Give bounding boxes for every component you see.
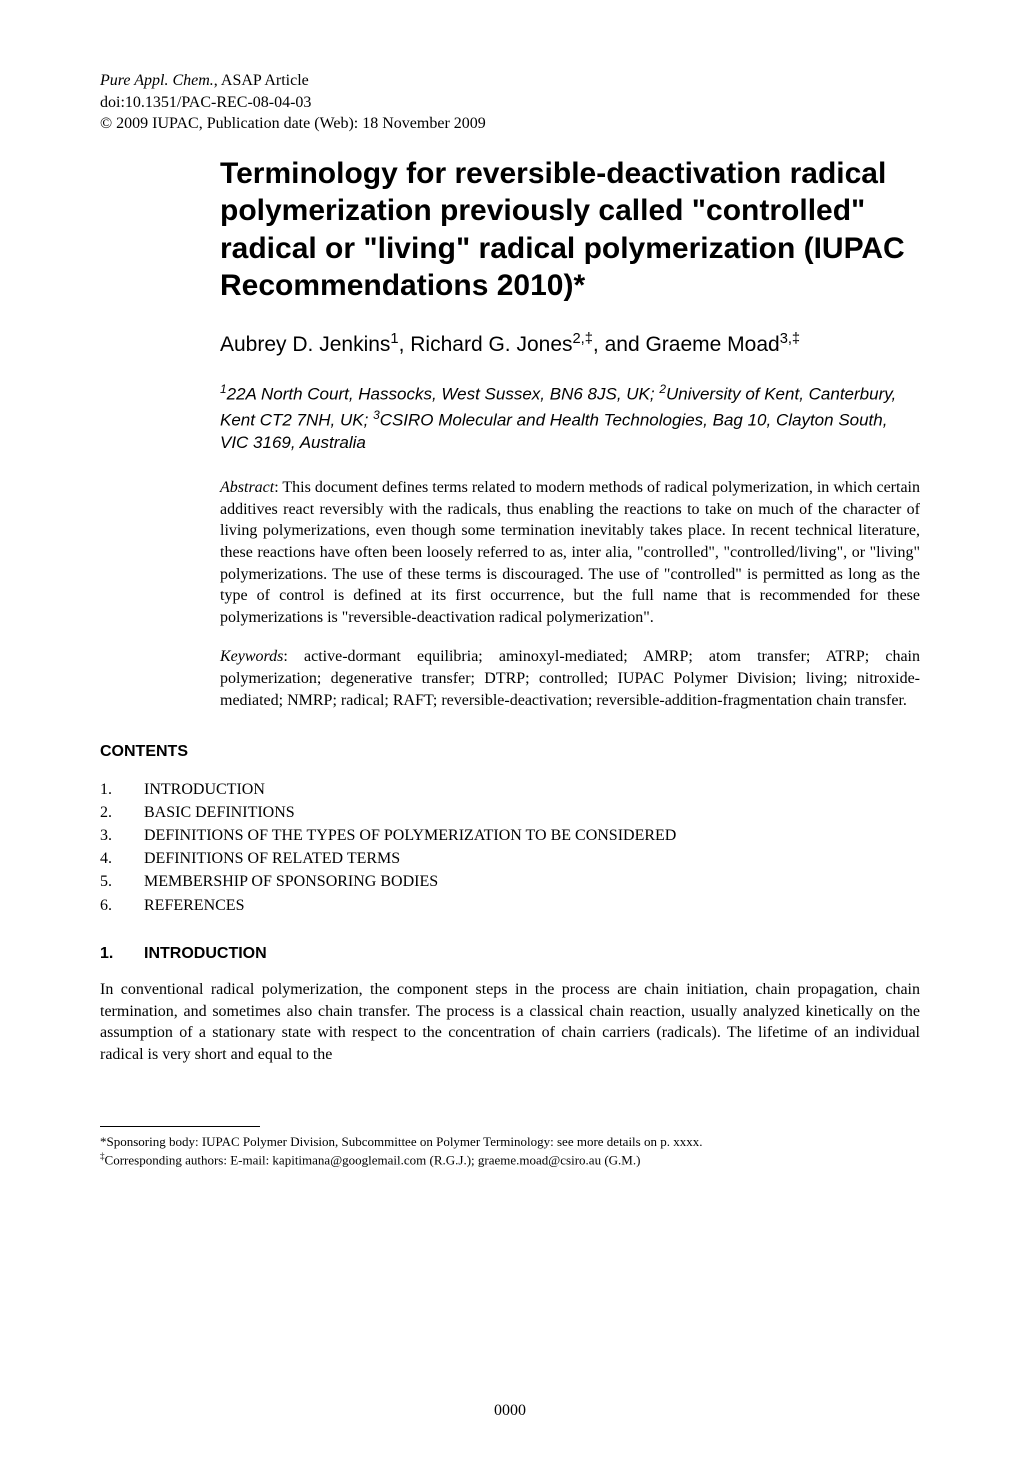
footnote-divider <box>100 1126 260 1127</box>
contents-num: 3. <box>100 824 144 847</box>
contents-heading: CONTENTS <box>100 741 920 763</box>
intro-body-text: In conventional radical polymerization, … <box>100 979 920 1065</box>
contents-num: 1. <box>100 778 144 801</box>
contents-list: 1. INTRODUCTION 2. BASIC DEFINITIONS 3. … <box>100 778 920 917</box>
abstract-text: : This document defines terms related to… <box>220 479 920 626</box>
journal-name: Pure Appl. Chem. <box>100 72 214 89</box>
contents-num: 5. <box>100 870 144 893</box>
title-block: Terminology for reversible-deactivation … <box>220 155 920 305</box>
journal-info: Pure Appl. Chem., ASAP Article doi:10.13… <box>100 70 920 135</box>
section-heading: INTRODUCTION <box>144 943 267 965</box>
abstract-block: Abstract: This document defines terms re… <box>220 477 920 628</box>
contents-item: 6. REFERENCES <box>100 894 920 917</box>
keywords-text: : active-dormant equilibria; aminoxyl-me… <box>220 648 920 708</box>
intro-heading-row: 1. INTRODUCTION <box>100 943 920 965</box>
section-number: 1. <box>100 943 144 965</box>
contents-item: 1. INTRODUCTION <box>100 778 920 801</box>
contents-num: 4. <box>100 847 144 870</box>
contents-item: 2. BASIC DEFINITIONS <box>100 801 920 824</box>
copyright-line: © 2009 IUPAC, Publication date (Web): 18… <box>100 115 486 132</box>
authors-line: Aubrey D. Jenkins1, Richard G. Jones2,‡,… <box>220 329 920 359</box>
contents-item: 3. DEFINITIONS OF THE TYPES OF POLYMERIZ… <box>100 824 920 847</box>
doi: doi:10.1351/PAC-REC-08-04-03 <box>100 94 311 111</box>
keywords-label: Keywords <box>220 648 283 665</box>
keywords-block: Keywords: active-dormant equilibria; ami… <box>220 646 920 711</box>
contents-label: REFERENCES <box>144 894 244 917</box>
contents-label: INTRODUCTION <box>144 778 265 801</box>
footnotes: *Sponsoring body: IUPAC Polymer Division… <box>100 1133 920 1169</box>
paper-title: Terminology for reversible-deactivation … <box>220 155 920 305</box>
page-number: 0000 <box>0 1400 1020 1422</box>
contents-num: 6. <box>100 894 144 917</box>
contents-num: 2. <box>100 801 144 824</box>
abstract-label: Abstract <box>220 479 274 496</box>
article-type: , ASAP Article <box>214 72 309 89</box>
contents-item: 4. DEFINITIONS OF RELATED TERMS <box>100 847 920 870</box>
contents-label: MEMBERSHIP OF SPONSORING BODIES <box>144 870 438 893</box>
contents-label: DEFINITIONS OF RELATED TERMS <box>144 847 400 870</box>
contents-item: 5. MEMBERSHIP OF SPONSORING BODIES <box>100 870 920 893</box>
affiliations: 122A North Court, Hassocks, West Sussex,… <box>220 381 920 455</box>
contents-label: DEFINITIONS OF THE TYPES OF POLYMERIZATI… <box>144 824 676 847</box>
contents-label: BASIC DEFINITIONS <box>144 801 295 824</box>
